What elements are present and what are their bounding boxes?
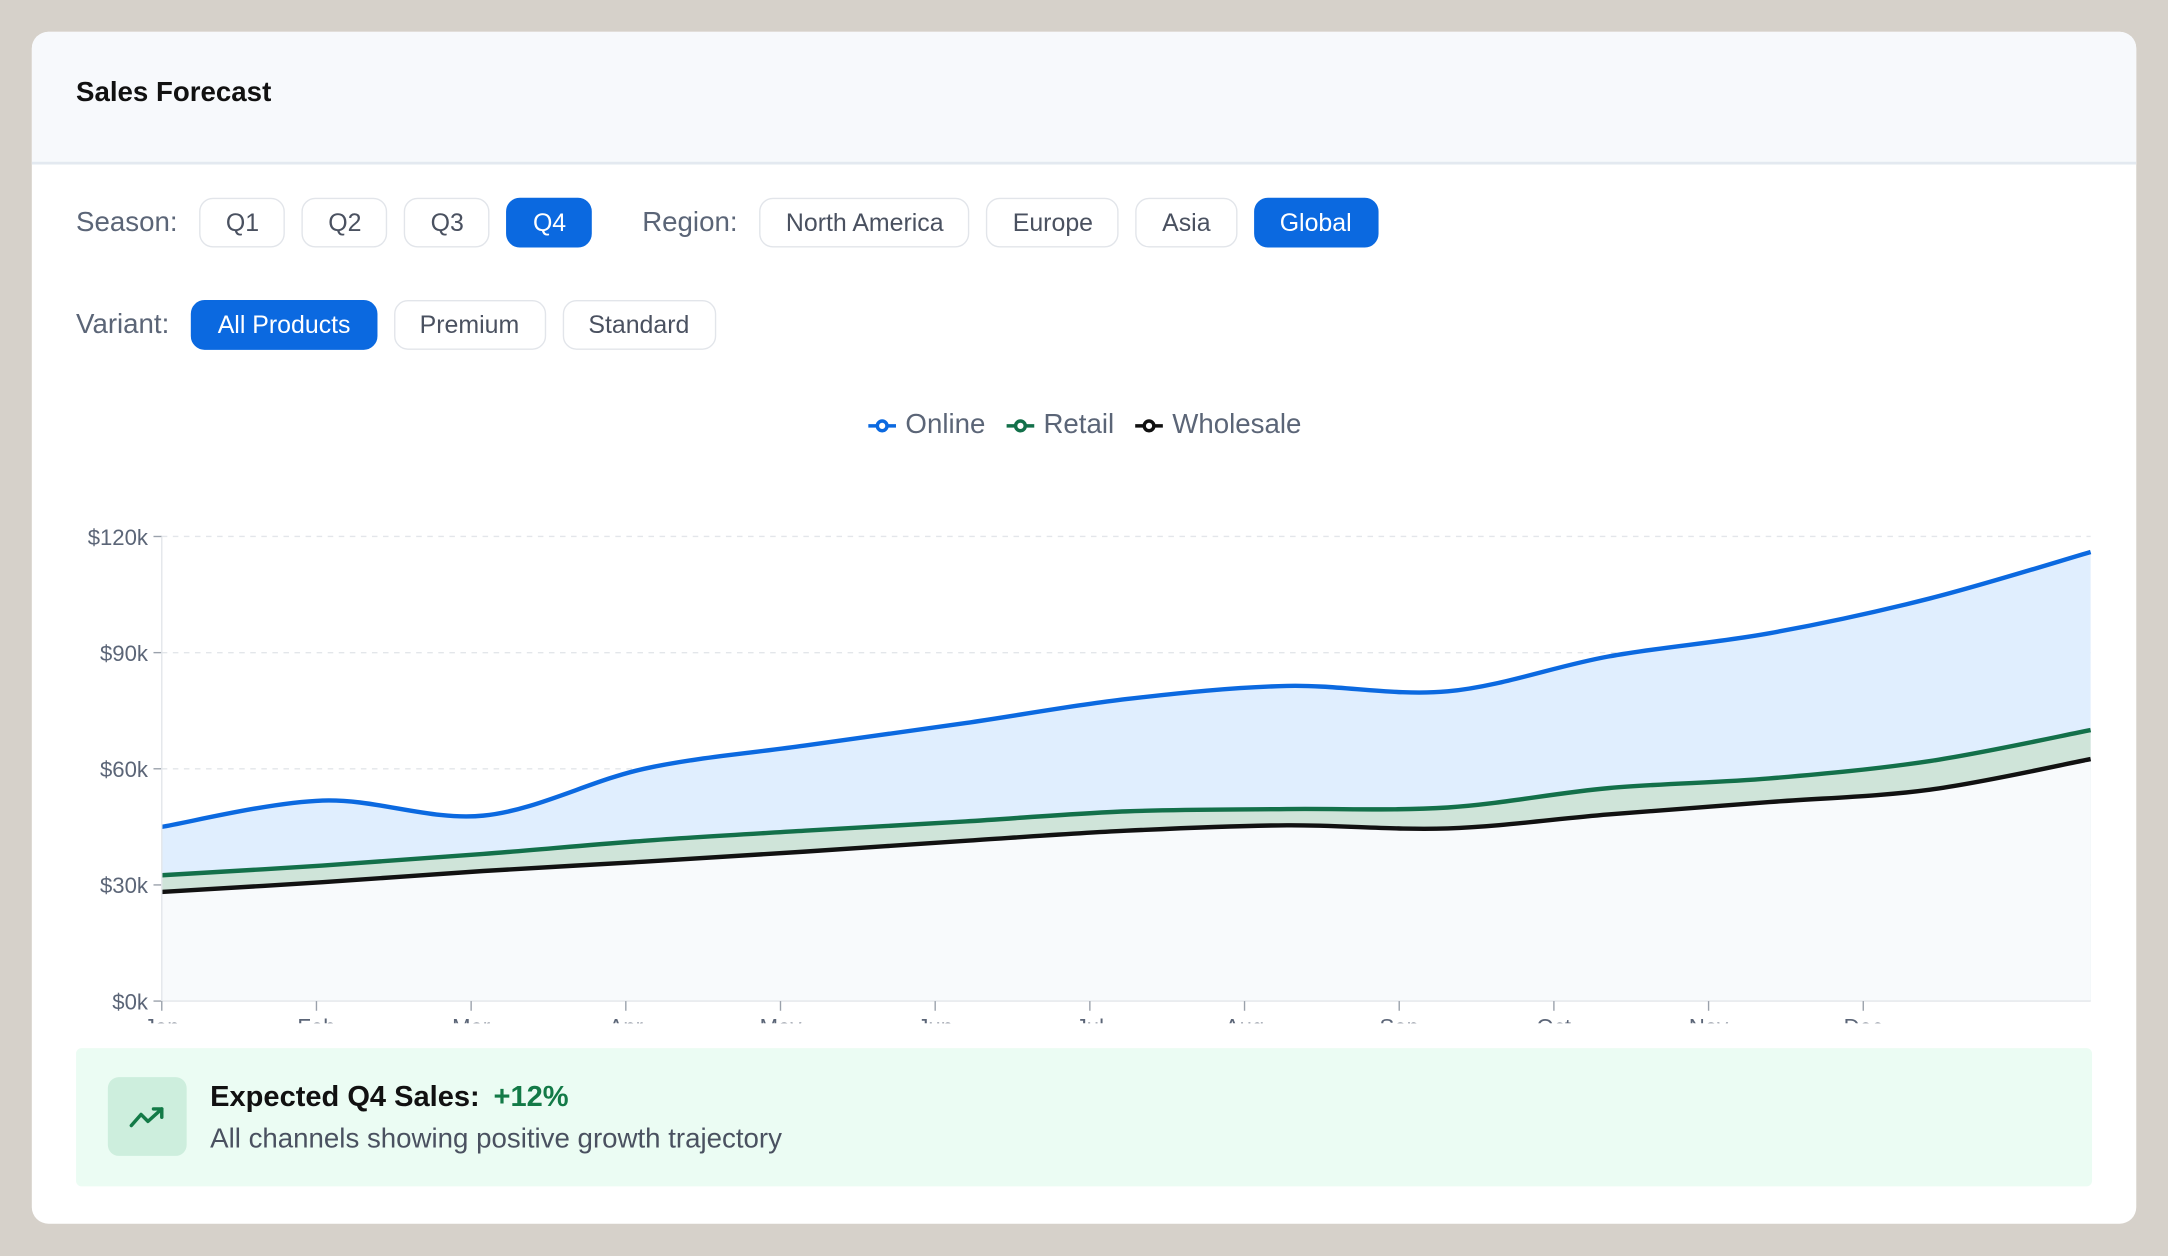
- x-tick-label: Aug: [1225, 1014, 1264, 1023]
- variant-filter: All Products Premium Standard: [191, 300, 716, 350]
- x-tick-label: Jun: [917, 1014, 953, 1023]
- x-tick-label: Dec: [1844, 1014, 1883, 1023]
- region-option-global[interactable]: Global: [1253, 197, 1378, 248]
- region-label: Region:: [642, 206, 738, 238]
- legend-item-retail[interactable]: Retail: [1005, 409, 1114, 441]
- x-tick-label: Nov: [1689, 1014, 1728, 1023]
- summary-banner: Expected Q4 Sales: +12% All channels show…: [76, 1048, 2093, 1187]
- x-tick-label: Feb: [297, 1014, 335, 1023]
- region-filter: North America Europe Asia Global: [759, 197, 1378, 248]
- x-tick-label: Sep: [1380, 1014, 1419, 1023]
- y-tick-label: $60k: [100, 757, 149, 782]
- x-tick-label: Jul: [1076, 1014, 1104, 1023]
- summary-title: Expected Q4 Sales: +12%: [210, 1081, 568, 1114]
- summary-value: +12%: [493, 1081, 569, 1114]
- legend-marker-icon: [1134, 418, 1163, 432]
- x-tick-label: Jan: [144, 1014, 180, 1023]
- variant-option-premium[interactable]: Premium: [393, 300, 546, 350]
- sales-forecast-card: Sales Forecast Season: Q1 Q2 Q3 Q4 Region: …: [31, 31, 2137, 1224]
- region-option-north-america[interactable]: North America: [759, 197, 970, 248]
- variant-label: Variant:: [76, 309, 170, 340]
- season-option-q4[interactable]: Q4: [506, 197, 593, 248]
- variant-option-all-products[interactable]: All Products: [191, 300, 377, 350]
- y-tick-label: $0k: [112, 989, 149, 1014]
- region-option-europe[interactable]: Europe: [986, 197, 1120, 248]
- legend-item-wholesale[interactable]: Wholesale: [1134, 409, 1302, 441]
- summary-title-text: Expected Q4 Sales:: [210, 1081, 480, 1114]
- card-header: Sales Forecast: [31, 31, 2137, 165]
- filter-row-season-region: Season: Q1 Q2 Q3 Q4 Region: North America Eu…: [76, 197, 1378, 248]
- filter-row-variant: Variant: All Products Premium Standard: [76, 300, 716, 350]
- line-online: [161, 549, 2092, 830]
- legend-marker-icon: [1006, 418, 1034, 432]
- legend-marker-icon: [868, 418, 896, 432]
- x-tick-label: Mar: [452, 1014, 490, 1023]
- season-option-q2[interactable]: Q2: [301, 197, 388, 248]
- y-tick-label: $90k: [100, 641, 149, 666]
- x-tick-label: May: [760, 1014, 803, 1023]
- legend-label: Wholesale: [1172, 409, 1302, 440]
- season-filter: Q1 Q2 Q3 Q4: [199, 197, 593, 248]
- season-option-q1[interactable]: Q1: [199, 197, 286, 248]
- variant-option-standard[interactable]: Standard: [562, 300, 716, 350]
- season-option-q3[interactable]: Q3: [404, 197, 491, 248]
- x-tick-label: Apr: [609, 1014, 643, 1023]
- legend-label: Online: [905, 409, 986, 440]
- trending-up-icon: [107, 1077, 187, 1156]
- chart-legend: Online Retail Wholesale: [32, 409, 2136, 441]
- line-retail: [161, 727, 2092, 878]
- legend-label: Retail: [1043, 409, 1115, 440]
- region-option-asia[interactable]: Asia: [1135, 197, 1237, 248]
- legend-item-online[interactable]: Online: [867, 409, 986, 441]
- y-tick-label: $120k: [88, 525, 149, 550]
- area-wholesale: [161, 759, 2091, 1002]
- summary-subtitle: All channels showing positive growth tra…: [210, 1124, 782, 1155]
- season-label: Season:: [76, 206, 178, 238]
- sales-area-chart: $0k $30k $60k $90k $120k Jan Feb Mar Apr May Jun Ju…: [88, 525, 2092, 1023]
- y-tick-label: $30k: [100, 873, 149, 898]
- x-tick-label: Oct: [1537, 1014, 1571, 1023]
- line-wholesale: [161, 756, 2092, 895]
- page-title: Sales Forecast: [76, 77, 272, 108]
